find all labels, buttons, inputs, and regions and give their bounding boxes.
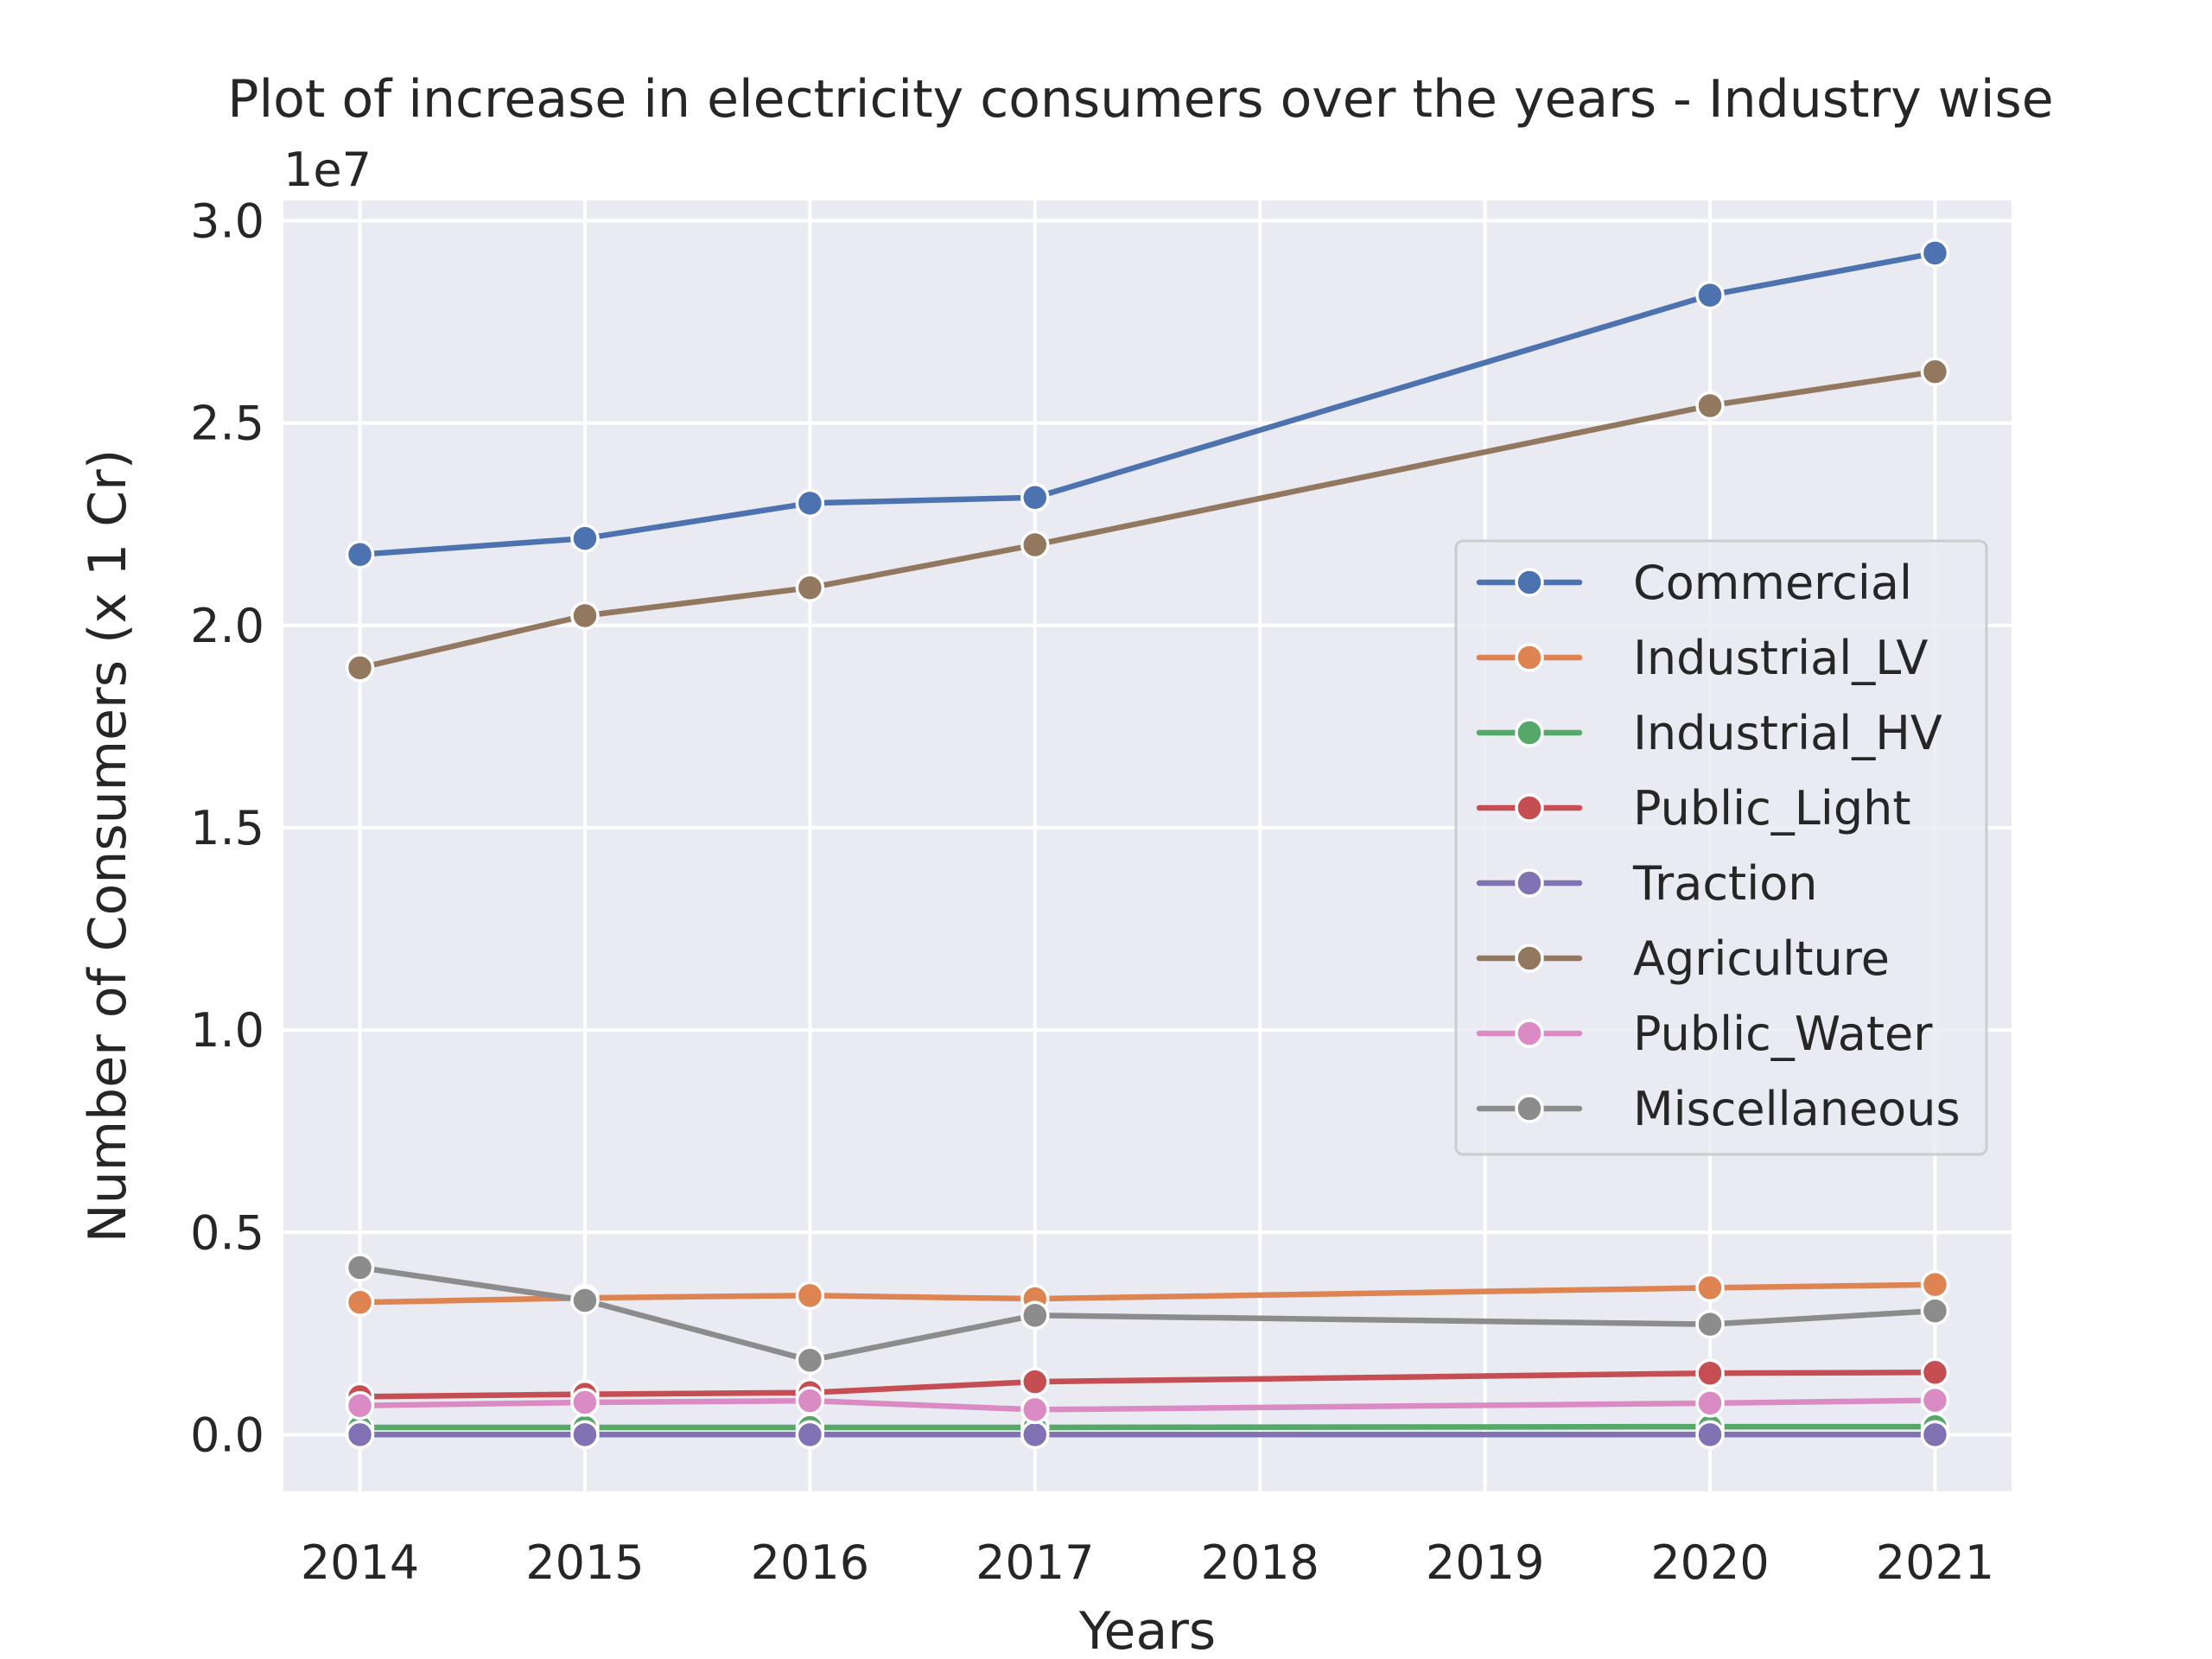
data-point: [1920, 238, 1950, 268]
series-traction: [345, 1420, 1950, 1450]
data-point: [1920, 1296, 1950, 1325]
x-tick-label: 2021: [1876, 1535, 1994, 1590]
y-axis-ticks: 0.0 0.5 1.0 1.5 2.0 2.5 3.0: [190, 194, 264, 1462]
x-tick-label: 2016: [751, 1535, 869, 1590]
y-tick-label: 2.0: [190, 599, 264, 653]
data-point: [570, 1420, 600, 1450]
legend-marker: [1515, 868, 1544, 898]
legend-item: Traction: [1476, 856, 1817, 911]
series-line: [357, 1264, 1938, 1363]
legend: Commercial Industrial_LV Industrial_HV Publ…: [1454, 539, 1988, 1156]
x-axis-ticks: 2014 2015 2016 2017 2018 2019 2020 2021: [301, 1535, 1994, 1590]
series-line: [357, 368, 1938, 671]
legend-label: Industrial_LV: [1633, 631, 1928, 685]
legend-item: Industrial_LV: [1476, 631, 1928, 685]
data-point: [1920, 1385, 1950, 1415]
x-tick-label: 2015: [525, 1535, 644, 1590]
series-commercial: [345, 238, 1950, 569]
series-miscellaneous: [345, 1253, 1950, 1376]
data-point: [1020, 483, 1050, 512]
legend-item: Agriculture: [1476, 931, 1890, 986]
y-axis-offset-text: 1e7: [283, 143, 372, 197]
data-point: [1020, 1300, 1050, 1331]
data-point: [345, 1420, 375, 1450]
legend-item: Miscellaneous: [1476, 1082, 1961, 1136]
data-point: [1920, 1420, 1950, 1450]
data-point: [570, 1286, 600, 1315]
y-tick-label: 0.0: [190, 1408, 264, 1462]
data-point: [1695, 1420, 1725, 1450]
legend-marker: [1515, 643, 1544, 672]
data-point: [1695, 1273, 1725, 1303]
legend-marker: [1515, 793, 1544, 823]
data-point: [1695, 1358, 1725, 1388]
legend-label: Commercial: [1633, 556, 1912, 610]
data-point: [795, 1386, 825, 1415]
series-agriculture: [345, 357, 1950, 683]
data-point: [795, 1281, 825, 1311]
legend-marker: [1515, 568, 1544, 597]
legend-marker: [1515, 1019, 1544, 1048]
data-point: [1020, 1367, 1050, 1396]
chart-title: Plot of increase in electricity consumer…: [227, 69, 2053, 130]
data-point: [795, 573, 825, 602]
legend-label: Public_Water: [1633, 1007, 1933, 1061]
data-point: [1920, 357, 1950, 386]
data-point: [570, 1388, 600, 1417]
legend-box: [1454, 539, 1988, 1156]
data-point: [1020, 530, 1050, 560]
data-point: [1920, 1269, 1950, 1300]
x-axis-label: Years: [1078, 1601, 1216, 1659]
data-point: [795, 1345, 825, 1376]
series-line: [357, 1281, 1938, 1306]
data-point: [1695, 1309, 1725, 1339]
legend-item: Industrial_HV: [1476, 706, 1942, 760]
data-point: [795, 488, 825, 518]
series-public-water: [345, 1385, 1950, 1425]
series-line: [357, 250, 1938, 558]
series-line: [357, 1370, 1938, 1400]
data-point: [1695, 1389, 1725, 1418]
data-point: [570, 601, 600, 631]
series-line: [357, 1397, 1938, 1413]
y-tick-label: 3.0: [190, 194, 264, 248]
data-point: [1695, 391, 1725, 421]
data-point: [1695, 280, 1725, 310]
series-layer: [345, 238, 1950, 1450]
data-point: [345, 1287, 375, 1318]
legend-label: Traction: [1632, 856, 1817, 911]
legend-item: Public_Water: [1476, 1007, 1933, 1061]
legend-label: Public_Light: [1633, 781, 1911, 836]
legend-marker: [1515, 1094, 1544, 1123]
legend-marker: [1515, 944, 1544, 973]
data-point: [345, 653, 375, 683]
x-tick-label: 2019: [1426, 1535, 1544, 1590]
y-axis-label: Number of Consumers (x 1 Cr): [78, 449, 138, 1243]
data-point: [795, 1420, 825, 1450]
x-tick-label: 2018: [1200, 1535, 1319, 1590]
x-tick-label: 2020: [1650, 1535, 1769, 1590]
data-point: [1020, 1395, 1050, 1425]
legend-item: Commercial: [1476, 556, 1912, 610]
y-tick-label: 2.5: [190, 397, 264, 451]
data-point: [345, 1253, 375, 1282]
legend-label: Agriculture: [1633, 931, 1890, 986]
x-tick-label: 2014: [301, 1535, 419, 1590]
x-tick-label: 2017: [976, 1535, 1094, 1590]
y-tick-label: 1.0: [190, 1003, 264, 1058]
data-point: [570, 524, 600, 553]
legend-label: Miscellaneous: [1633, 1082, 1961, 1136]
y-tick-label: 0.5: [190, 1205, 264, 1260]
data-point: [1020, 1420, 1050, 1450]
data-point: [345, 540, 375, 569]
data-point: [345, 1390, 375, 1421]
legend-marker: [1515, 718, 1544, 747]
data-point: [1920, 1357, 1950, 1388]
legend-label: Industrial_HV: [1633, 706, 1942, 760]
legend-item: Public_Light: [1476, 781, 1911, 836]
y-tick-label: 1.5: [190, 801, 264, 855]
